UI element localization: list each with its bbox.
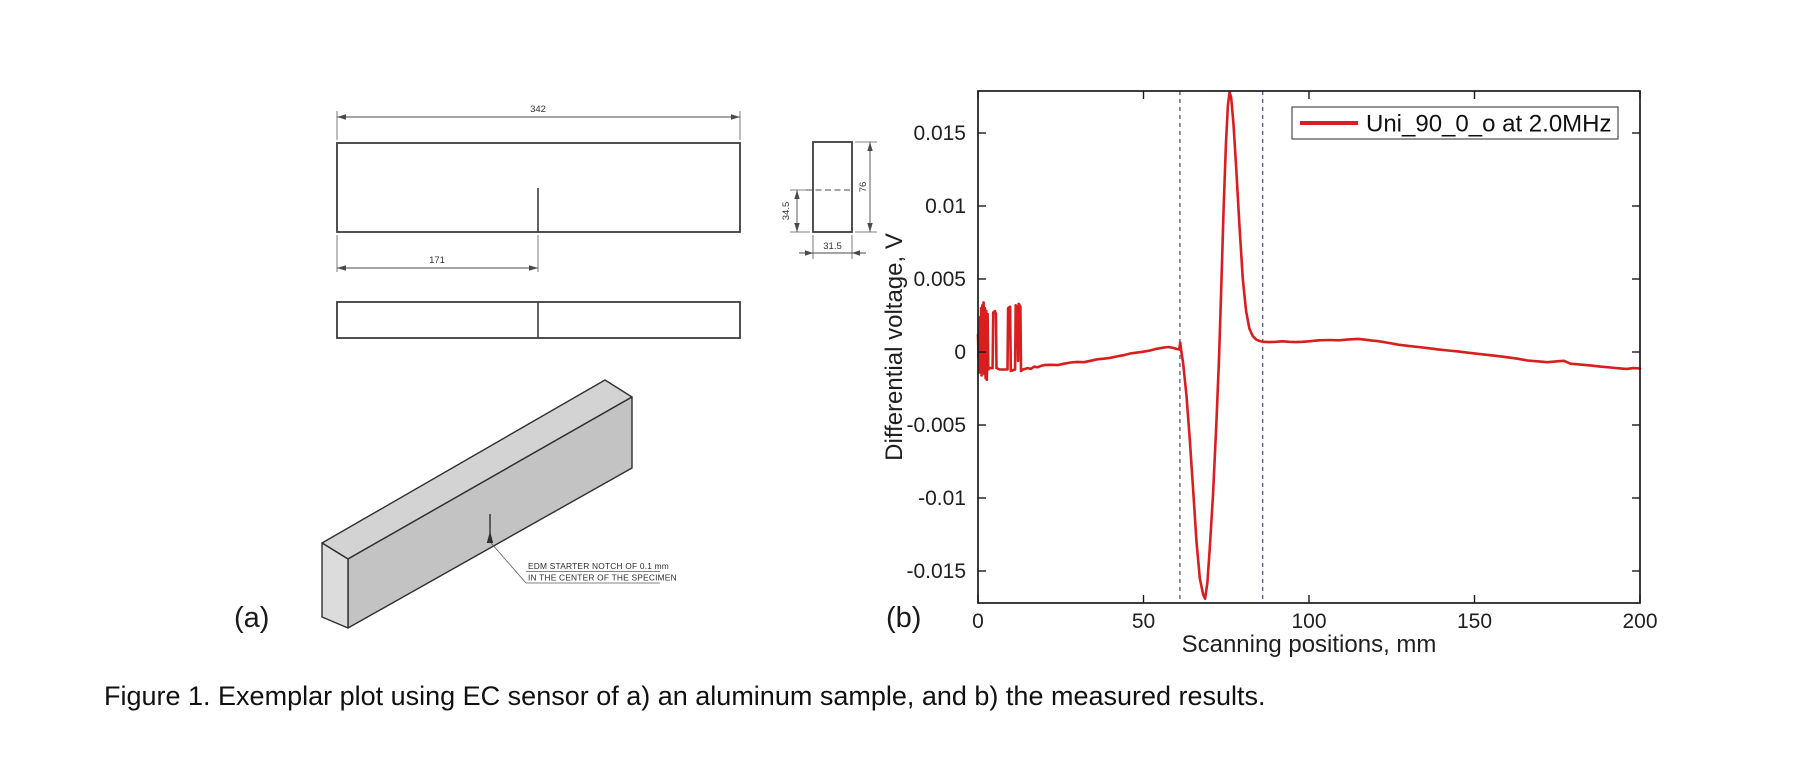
y-tick-label: -0.015 (906, 560, 966, 583)
dim-342-text: 342 (530, 104, 546, 115)
dimension-side-width: 31.5 (799, 241, 866, 256)
dim-76-text: 76 (858, 182, 869, 193)
edm-notch (486, 514, 494, 543)
y-tick-label: -0.01 (918, 487, 966, 510)
edm-notch-annotation: EDM STARTER NOTCH OF 0.1 mm IN THE CENTE… (490, 542, 677, 584)
y-tick-label: 0.005 (913, 268, 966, 291)
legend-label: Uni_90_0_o at 2.0MHz (1366, 111, 1611, 138)
side-view: 34.5 76 31.5 (781, 141, 877, 259)
x-axis-label: Scanning positions, mm (1182, 631, 1437, 658)
legend: Uni_90_0_o at 2.0MHz (1291, 106, 1619, 140)
dim-171-text: 171 (429, 255, 445, 266)
plot-frame (977, 90, 1641, 604)
data-curve (976, 90, 1642, 601)
x-tick-label: 200 (1622, 610, 1657, 633)
top-view (336, 301, 741, 339)
x-tick-label: 50 (1132, 610, 1155, 633)
bar-left-face (321, 542, 349, 629)
y-tick-label: -0.005 (906, 414, 966, 437)
dimension-overall-length: 342 (337, 104, 740, 120)
edm-note-line2: IN THE CENTER OF THE SPECIMEN (528, 573, 677, 583)
front-view: 342 171 (336, 104, 741, 272)
y-tick-label: 0.01 (925, 195, 966, 218)
panel-a-label: (a) (234, 602, 270, 634)
dim-31-5-text: 31.5 (823, 241, 842, 252)
dimension-notch-position: 171 (337, 255, 538, 271)
y-tick-label: 0 (954, 341, 966, 364)
panel-b-label: (b) (886, 602, 922, 634)
axis-ticks (977, 91, 1641, 603)
x-tick-label: 0 (972, 610, 984, 633)
tick-labels: 0 50 100 150 200 -0.015 -0.01 -0.005 0 0.005 0.01 0… (906, 122, 1657, 633)
series-uni-90-0-o (976, 90, 1642, 601)
y-tick-label: 0.015 (913, 122, 966, 145)
isometric-view: EDM STARTER NOTCH OF 0.1 mm IN THE CENTE… (321, 379, 677, 629)
dimension-notch-depth: 34.5 (781, 190, 800, 232)
y-axis-label: Differential voltage, V (881, 233, 908, 461)
edm-note-line1: EDM STARTER NOTCH OF 0.1 mm (528, 561, 669, 571)
figure-caption: Figure 1. Exemplar plot using EC sensor … (104, 681, 1266, 711)
dimension-side-height: 76 (858, 142, 873, 232)
x-tick-label: 150 (1457, 610, 1492, 633)
dim-34-5-text: 34.5 (781, 202, 792, 221)
marker-lines (1179, 91, 1264, 603)
x-tick-label: 100 (1291, 610, 1326, 633)
